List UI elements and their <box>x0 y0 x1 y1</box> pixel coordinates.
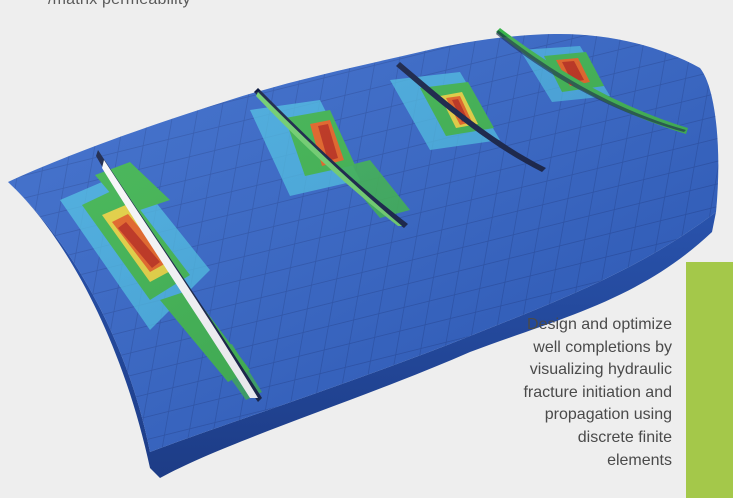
caption-line: fracture initiation and <box>523 383 672 401</box>
caption-line: well completions by <box>533 338 672 356</box>
caption-line: Design and optimize <box>527 316 672 333</box>
caption-line: propagation using <box>544 406 672 424</box>
caption-line: discrete finite <box>577 428 672 446</box>
accent-bar <box>686 262 733 498</box>
caption-line: elements <box>607 451 672 469</box>
caption-line: visualizing hydraulic <box>529 361 672 379</box>
side-caption: Design and optimize well completions by … <box>472 314 672 472</box>
top-caption: /matrix permeability <box>48 0 191 9</box>
